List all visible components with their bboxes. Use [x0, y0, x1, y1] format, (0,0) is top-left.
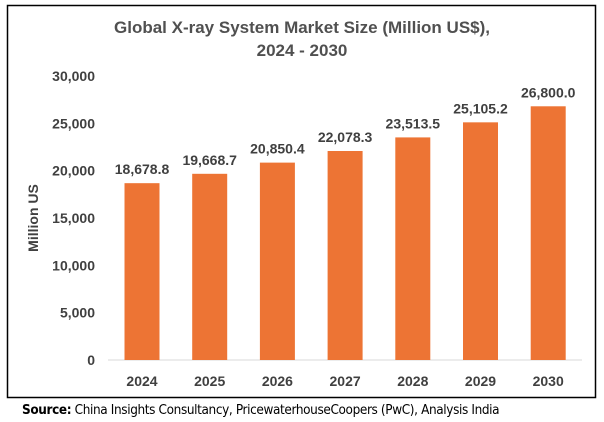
y-tick-label: 10,000 [52, 257, 95, 273]
y-tick-label: 15,000 [52, 210, 95, 226]
x-tick-label-2024: 2024 [126, 373, 157, 389]
source-label: Source: [22, 403, 72, 418]
source-note: Source: China Insights Consultancy, Pric… [22, 403, 500, 418]
bar-2030 [530, 106, 566, 360]
bar-2026 [259, 162, 295, 360]
bar-2027 [327, 150, 363, 360]
x-tick-label-2025: 2025 [194, 373, 225, 389]
y-axis-label: Million US [25, 184, 41, 252]
x-tick-label-2028: 2028 [397, 373, 428, 389]
y-tick-label: 0 [87, 352, 95, 368]
bar-2028 [395, 137, 431, 360]
data-label-2028: 23,513.5 [386, 115, 441, 131]
data-label-2025: 19,668.7 [182, 152, 237, 168]
x-tick-label-2026: 2026 [262, 373, 293, 389]
y-tick-label: 5,000 [60, 305, 95, 321]
data-label-2029: 25,105.2 [453, 100, 508, 116]
data-label-2030: 26,800.0 [521, 84, 576, 100]
data-label-2024: 18,678.8 [115, 161, 170, 177]
bar-2024 [124, 183, 160, 360]
y-tick-label: 20,000 [52, 163, 95, 179]
chart-frame [6, 4, 597, 399]
y-tick-label: 30,000 [52, 68, 95, 84]
bar-2025 [192, 173, 228, 360]
chart-title-line1: Global X-ray System Market Size (Million… [114, 18, 490, 37]
source-text: China Insights Consultancy, Pricewaterho… [71, 403, 500, 418]
x-tick-label-2027: 2027 [330, 373, 361, 389]
x-tick-label-2030: 2030 [533, 373, 564, 389]
x-tick-label-2029: 2029 [465, 373, 496, 389]
data-label-2026: 20,850.4 [250, 141, 305, 157]
y-tick-label: 25,000 [52, 115, 95, 131]
data-label-2027: 22,078.3 [318, 129, 373, 145]
chart-title-line2: 2024 - 2030 [257, 41, 348, 60]
bar-2029 [463, 122, 498, 361]
